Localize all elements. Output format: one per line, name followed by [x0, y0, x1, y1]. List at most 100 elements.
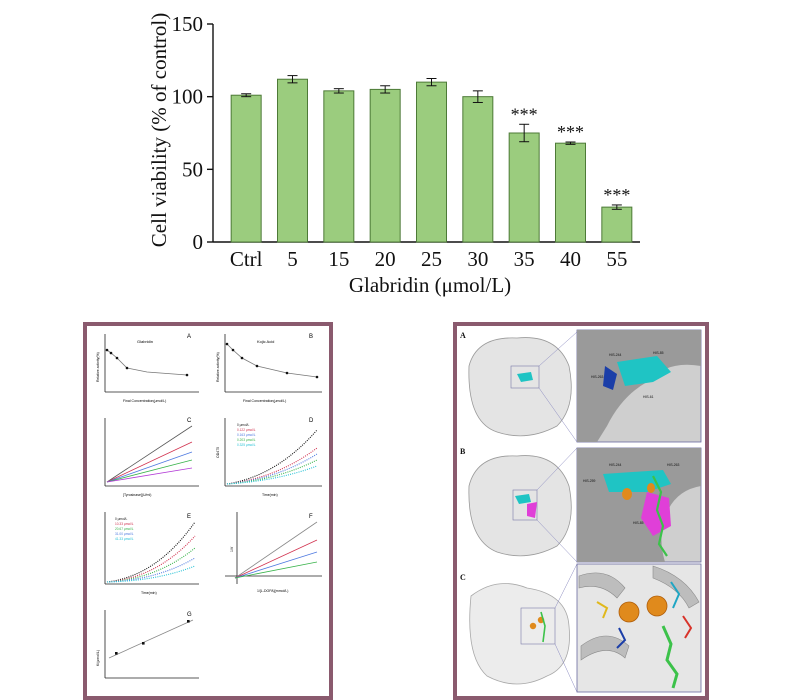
error-bar	[287, 75, 298, 84]
svg-text:20.67 μmol/L: 20.67 μmol/L	[115, 527, 134, 531]
docking-row-b: B HIS-259 HIS-263 HIS-244 HIS-85	[460, 447, 702, 563]
y-tick-label: 50	[182, 157, 203, 181]
subplot-g-label: G	[187, 612, 192, 618]
error-bar	[565, 141, 576, 145]
subplot-a-legend: Glabridin	[137, 339, 153, 344]
subplot-g-ylabel: Ki(μmol/L)	[96, 650, 100, 666]
subplot-c-lines	[106, 425, 193, 483]
zoom-c-residue-sticks	[596, 581, 693, 649]
svg-text:31.00 μmol/L: 31.00 μmol/L	[115, 532, 134, 536]
svg-text:0 μmol/L: 0 μmol/L	[115, 517, 128, 521]
svg-text:41.33 μmol/L: 41.33 μmol/L	[115, 537, 134, 541]
subplot-g-fit-line	[108, 619, 194, 659]
zoom-c-ribbons	[578, 565, 700, 661]
subplot-d-label: D	[309, 418, 314, 424]
docking-figure-canvas: A HIS-244 HIS-61 HIS-85 HIS-263 B	[460, 329, 702, 693]
subplot-c: C [Tyrosinase](U/ml)	[104, 418, 199, 497]
svg-text:0.163 μmol/L: 0.163 μmol/L	[237, 433, 256, 437]
zoom-a-surface	[577, 330, 701, 442]
error-bar	[241, 93, 252, 98]
svg-text:0.203 μmol/L: 0.203 μmol/L	[237, 438, 256, 442]
subplot-a-markers	[105, 348, 189, 377]
significance-marker: ***	[603, 185, 630, 205]
subplot-d-ylabel: OD475	[216, 447, 220, 458]
x-tick-label: 30	[467, 247, 488, 271]
svg-text:HIS-259: HIS-259	[583, 479, 596, 483]
svg-text:HIS-85: HIS-85	[633, 521, 644, 525]
subplot-b-ylabel: Relative activity(%)	[216, 352, 220, 382]
error-bar	[333, 88, 344, 94]
subplot-d-xlabel: Time(min)	[262, 493, 278, 497]
svg-text:0.325 μmol/L: 0.325 μmol/L	[237, 443, 256, 447]
subplot-e-legend: 0 μmol/L 10.33 μmol/L 20.67 μmol/L 31.00…	[115, 517, 134, 541]
zoom-b-residue-labels: HIS-259 HIS-263 HIS-244 HIS-85	[583, 463, 680, 525]
docking-figure: A HIS-244 HIS-61 HIS-85 HIS-263 B	[453, 322, 709, 700]
pocket-box-c	[520, 607, 556, 645]
pocket-box-b	[512, 489, 538, 521]
x-tick-label: 5	[287, 247, 298, 271]
error-bar	[611, 204, 622, 210]
zoom-a-ligand	[603, 366, 617, 390]
zoom-c-ligand-sticks	[661, 625, 679, 689]
y-tick-label: 100	[172, 85, 204, 109]
subplot-g-markers	[115, 620, 190, 655]
docking-row-b-label: B	[460, 447, 466, 456]
bar	[508, 132, 540, 243]
subplot-b-label: B	[309, 334, 313, 340]
svg-text:HIS-244: HIS-244	[609, 353, 622, 357]
subplot-b: B Relative activity(%) Final Concentrati…	[216, 334, 322, 403]
zoom-c-copper	[618, 595, 668, 623]
subplot-c-xlabel: [Tyrosinase](U/ml)	[123, 493, 151, 497]
x-tick-label: 35	[514, 247, 535, 271]
svg-text:HIS-244: HIS-244	[609, 463, 622, 467]
svg-text:10.33 μmol/L: 10.33 μmol/L	[115, 522, 134, 526]
y-axis-label: Cell viability (% of control)	[147, 13, 171, 247]
bar	[323, 90, 355, 243]
docking-row-a-label: A	[460, 331, 466, 340]
subplot-f-ylabel: 1/V	[230, 546, 234, 552]
bar	[555, 142, 586, 243]
x-tick-label: 15	[328, 247, 349, 271]
subplot-b-xlabel: Final Concentration(μmol/L)	[243, 399, 286, 403]
x-tick-label: 20	[375, 247, 396, 271]
active-site-a	[517, 372, 533, 382]
subplot-a: A Relative activity(%) Final Concentrati…	[96, 334, 199, 403]
x-tick-label: Ctrl	[230, 247, 263, 271]
chart-bars: Ctrl 5 15 20 25 30 35 *** 40 *** 55 ***	[230, 75, 633, 271]
error-bar	[472, 90, 483, 103]
subplot-a-xlabel: Final Concentration(μmol/L)	[123, 399, 166, 403]
x-axis-label: Glabridin (μmol/L)	[349, 273, 511, 297]
subplot-a-label: A	[187, 334, 191, 340]
svg-text:HIS-85: HIS-85	[653, 351, 664, 355]
docking-row-c-label: C	[460, 573, 466, 582]
svg-text:HIS-263: HIS-263	[591, 375, 604, 379]
subplot-f-label: F	[309, 514, 313, 520]
x-tick-label: 25	[421, 247, 442, 271]
x-tick-label: 55	[606, 247, 627, 271]
kinetics-figure-canvas: A Relative activity(%) Final Concentrati…	[96, 334, 322, 679]
protein-surface-a	[468, 337, 572, 437]
kinetics-figure: A Relative activity(%) Final Concentrati…	[83, 322, 333, 700]
error-bar	[519, 123, 530, 143]
bar	[277, 78, 308, 243]
subplot-d: D OD475 Time(min) 0 μmol/L 0.122 μmol/L …	[216, 418, 322, 497]
bar	[369, 88, 401, 243]
y-tick-label: 150	[172, 12, 204, 36]
subplot-b-legend: Kojic Acid	[257, 339, 274, 344]
bar-chart: 0 50 100 150 Ctrl 5 15 20 25 30 35 *** 40 *** 55 *** C…	[147, 12, 640, 297]
subplot-d-legend: 0 μmol/L 0.122 μmol/L 0.163 μmol/L 0.203…	[237, 423, 256, 447]
error-bar	[426, 78, 437, 87]
svg-text:0.122 μmol/L: 0.122 μmol/L	[237, 428, 256, 432]
protein-ribbon-c	[469, 583, 570, 685]
zoom-b-copper	[622, 483, 655, 500]
docking-row-c: C	[460, 563, 702, 693]
x-tick-label: 40	[560, 247, 581, 271]
bar	[462, 96, 494, 243]
subplot-c-label: C	[187, 418, 192, 424]
subplot-e-label: E	[187, 514, 191, 520]
zoom-b-ligand-sticks	[652, 475, 668, 557]
subplot-e-xlabel: Time(min)	[141, 591, 157, 595]
subplot-a-ylabel: Relative activity(%)	[96, 352, 100, 382]
significance-marker: ***	[511, 104, 538, 124]
ligand-site-b	[527, 502, 537, 518]
